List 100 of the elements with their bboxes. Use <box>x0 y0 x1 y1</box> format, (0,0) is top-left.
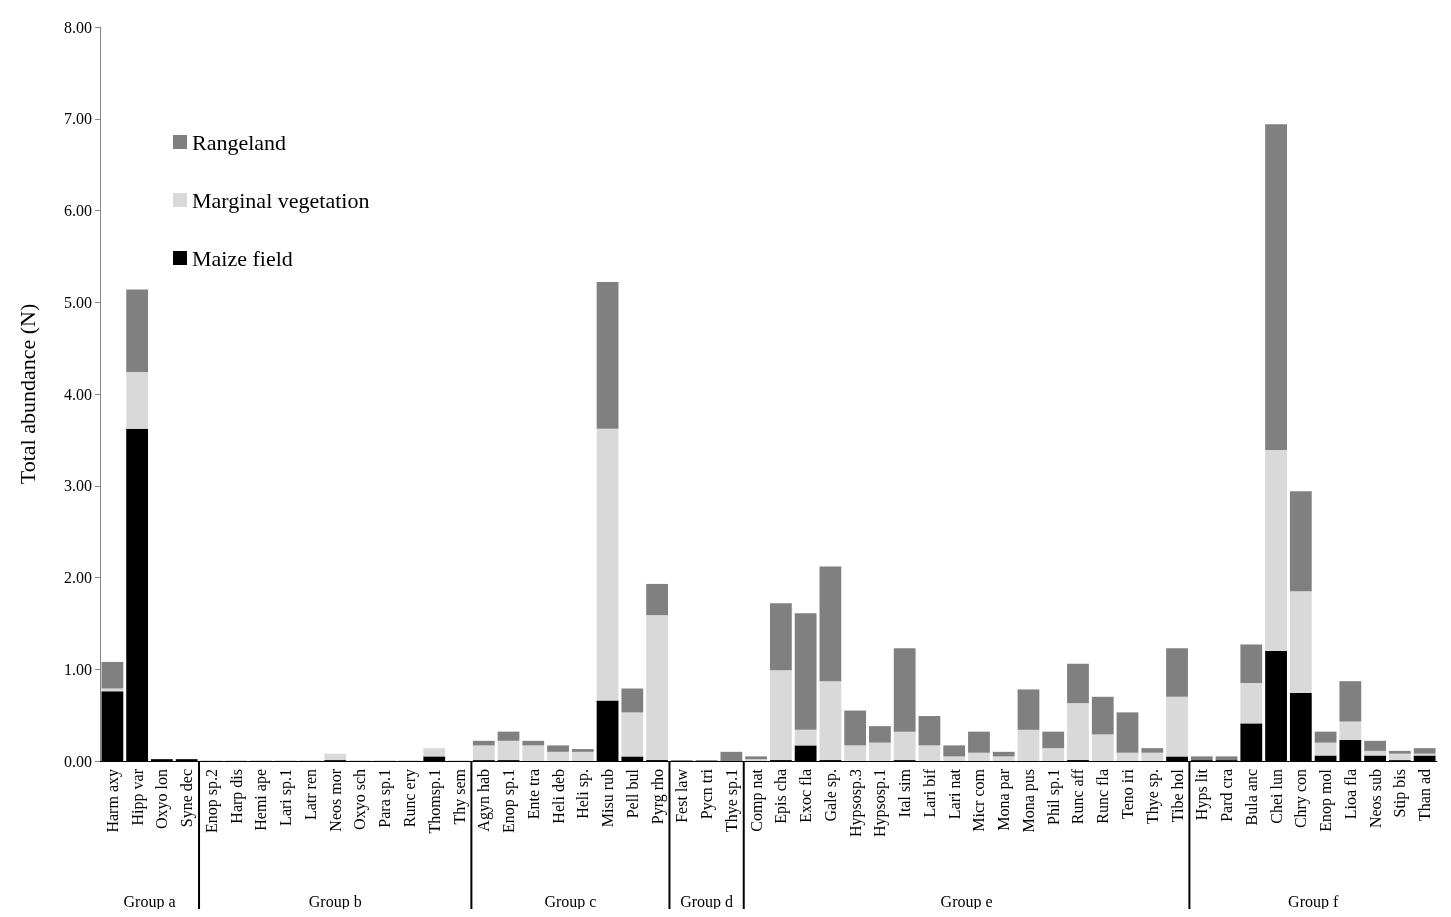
x-tick-label: Thomsp.1 <box>425 769 444 834</box>
bar <box>621 688 644 713</box>
y-tick-label: 6.00 <box>64 202 92 219</box>
x-tick-label: Lari nat <box>945 768 963 820</box>
y-tick-label: 2.00 <box>64 569 92 586</box>
x-tick-label: Hypsosp.3 <box>846 769 865 838</box>
x-tick-label: Teno iri <box>1119 768 1137 819</box>
bar <box>596 282 619 429</box>
bar <box>1314 731 1337 743</box>
bar <box>844 710 867 746</box>
bar <box>571 749 594 752</box>
bar <box>769 603 792 671</box>
bar <box>943 756 966 761</box>
bar <box>1240 683 1263 724</box>
bar <box>1289 591 1312 694</box>
x-tick-label: Epis cha <box>772 769 791 824</box>
x-tick-label: Lioa fla <box>1341 769 1359 820</box>
bar <box>918 716 941 746</box>
legend-label: Maize field <box>192 245 293 271</box>
bar <box>1215 756 1238 761</box>
bar <box>1067 703 1089 761</box>
y-axis-title: Total abundance (N) <box>14 303 40 485</box>
bar <box>1339 721 1362 740</box>
x-tick-label: Hypsosp.1 <box>871 769 890 838</box>
bar <box>968 731 990 753</box>
bar <box>547 751 569 761</box>
bar <box>1413 748 1436 754</box>
x-tick-label: Ital sim <box>896 768 914 818</box>
x-tick-label: Neos mor <box>326 768 344 832</box>
x-tick-label: Runc ery <box>400 769 419 828</box>
bar <box>918 745 941 761</box>
bar <box>869 742 891 761</box>
x-tick-label: Misu rub <box>599 769 617 828</box>
x-tick-label: Enop sp.1 <box>500 769 519 833</box>
x-tick-label: Pyrg rho <box>648 769 667 825</box>
bar <box>497 740 520 761</box>
x-tick-label: Phil sp.1 <box>1044 769 1063 826</box>
y-tick-label: 1.00 <box>64 660 92 678</box>
x-tick-label: Oxyo sch <box>351 769 370 830</box>
bar <box>769 670 792 761</box>
y-tick-label: 5.00 <box>64 293 92 311</box>
x-tick-label: Hemi ape <box>252 769 271 831</box>
bar <box>844 745 867 761</box>
bar <box>571 751 594 761</box>
x-tick-label: Chry con <box>1292 769 1311 829</box>
bar <box>1364 740 1386 751</box>
x-tick-label: Heli deb <box>549 769 567 824</box>
x-tick-label: Para sp.1 <box>376 769 395 828</box>
text: Group a <box>123 892 176 911</box>
bar <box>621 712 644 757</box>
x-tick-label: Pard cra <box>1218 769 1236 822</box>
bar <box>596 428 619 701</box>
bar <box>126 289 149 372</box>
x-tick-label: Pell bul <box>623 768 641 819</box>
bar <box>1116 712 1139 753</box>
x-tick-label: Hipp var <box>128 768 147 826</box>
bar <box>1091 696 1114 735</box>
x-tick-label: Oxyo lon <box>153 769 172 829</box>
x-tick-label: Heli sp. <box>574 769 593 819</box>
bar <box>819 681 842 761</box>
x-tick-label: Exoc fla <box>797 769 815 823</box>
x-tick-label: Harm axy <box>103 769 122 833</box>
y-tick-label: 4.00 <box>64 385 92 403</box>
x-tick-label: Enop mol <box>1317 768 1336 832</box>
y-tick-label: 8.00 <box>64 18 92 36</box>
x-tick-label: Ente tra <box>524 769 542 820</box>
bar <box>497 731 520 741</box>
bar <box>547 745 569 752</box>
bar <box>472 745 495 761</box>
x-tick-label: Agyn hab <box>475 769 494 832</box>
bar <box>1388 750 1411 754</box>
x-tick-label: Comp nat <box>747 768 766 832</box>
x-tick-label: Thye sp. <box>1143 769 1162 825</box>
x-tick-label: Syne dec <box>178 769 197 828</box>
x-tick-label: Mona pus <box>1019 769 1038 833</box>
bar <box>324 753 347 761</box>
bar <box>1116 752 1139 761</box>
bar <box>819 566 842 682</box>
text: Group d <box>680 892 734 911</box>
text: Group f <box>1288 892 1339 911</box>
x-tick-label: Latr ren <box>301 769 319 821</box>
bar <box>522 745 545 761</box>
legend-label: Marginal vegetation <box>192 187 370 213</box>
bar <box>1265 449 1287 651</box>
x-tick-label: Thy sem <box>450 768 469 825</box>
x-tick-label: Gale sp. <box>821 769 840 822</box>
x-tick-label: Micr com <box>970 768 988 832</box>
bar <box>992 756 1015 761</box>
x-tick-label: Fest law <box>673 768 691 823</box>
x-tick-label: Runc fla <box>1094 769 1112 824</box>
bar <box>646 615 668 761</box>
bar <box>1042 748 1065 761</box>
bar <box>943 745 966 757</box>
bar <box>968 752 990 761</box>
bar <box>1042 731 1065 749</box>
bar <box>1091 734 1114 761</box>
x-tick-label: Stip bis <box>1391 769 1410 818</box>
bar <box>1339 681 1362 722</box>
x-tick-label: Chei lun <box>1267 769 1285 824</box>
bar <box>794 613 817 730</box>
